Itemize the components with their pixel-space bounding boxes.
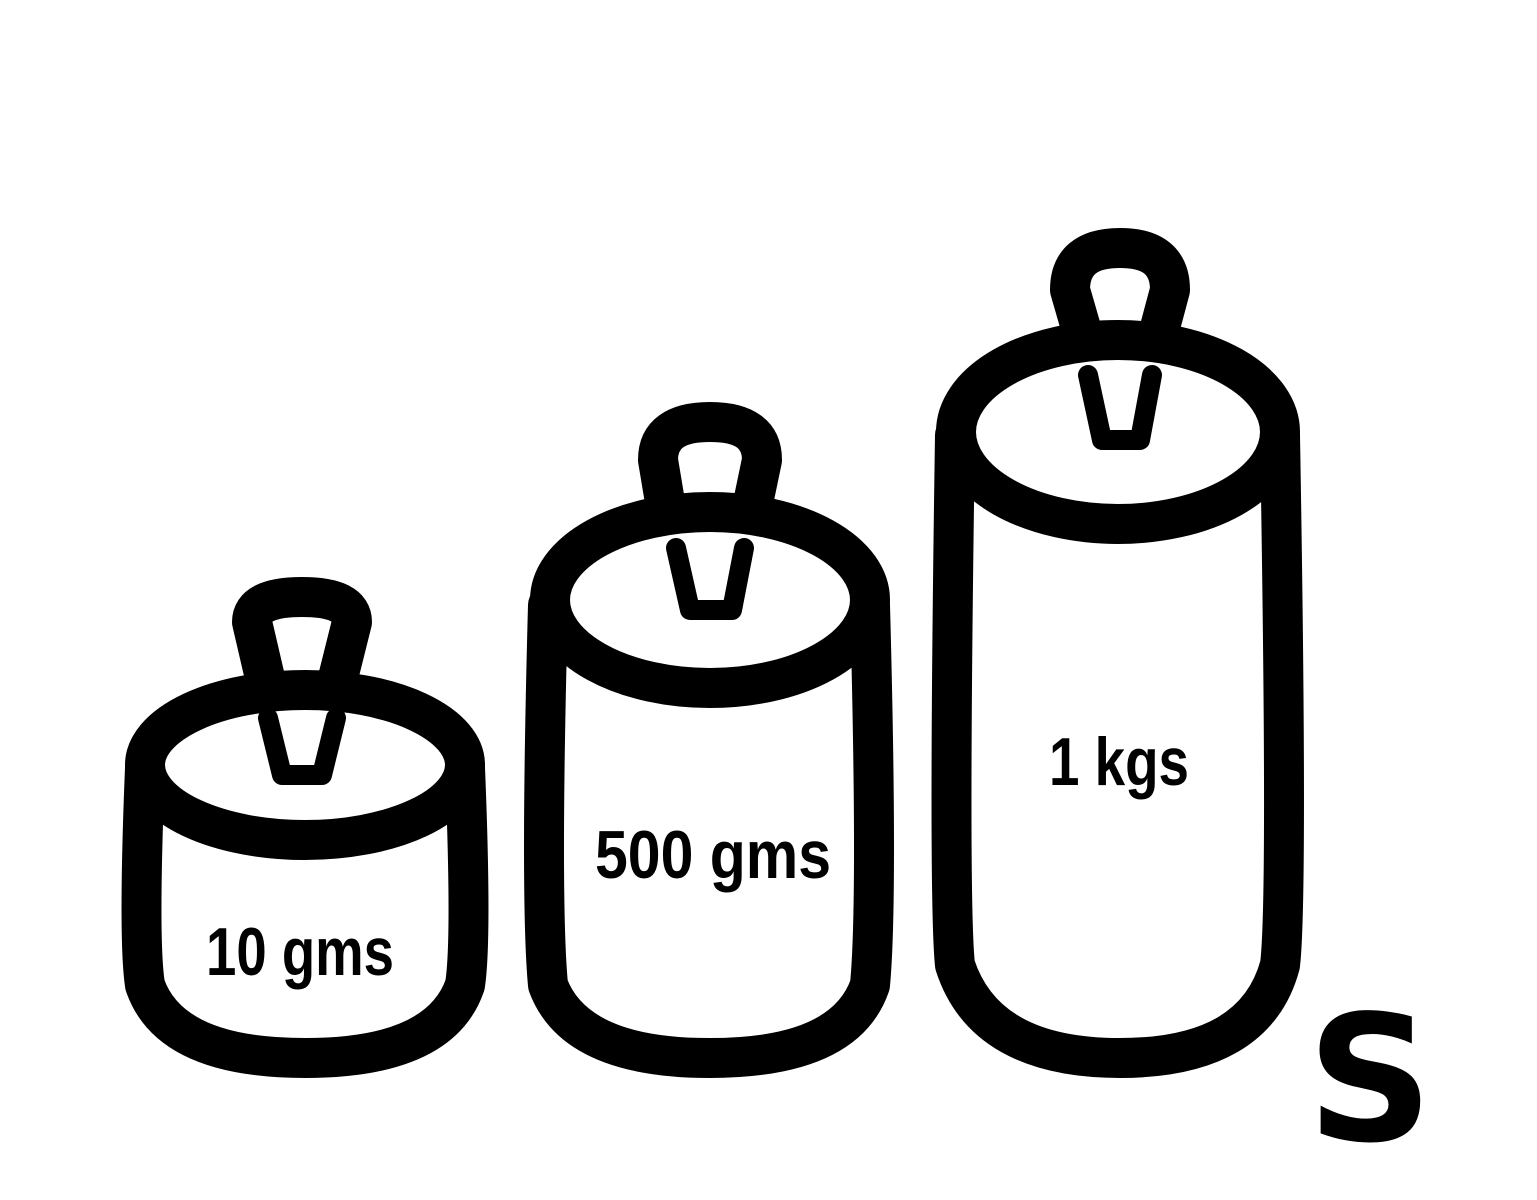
weight-10gms-top bbox=[125, 670, 485, 860]
weight-500gms-top bbox=[530, 492, 890, 708]
weight-1kgs-handle bbox=[1050, 228, 1190, 355]
weight-500gms-body bbox=[524, 585, 894, 1078]
corner-letter: S bbox=[1307, 979, 1433, 1182]
weight-10gms-body bbox=[121, 748, 489, 1078]
weight-1kgs-label: 1 kgs bbox=[1049, 724, 1189, 800]
weight-500gms bbox=[524, 402, 894, 1078]
weight-10gms-label: 10 gms bbox=[206, 914, 394, 990]
weight-10gms-neck bbox=[258, 708, 346, 785]
weight-1kgs-body bbox=[931, 415, 1304, 1078]
weight-500gms-label: 500 gms bbox=[595, 817, 831, 893]
weight-500gms-handle bbox=[638, 402, 782, 528]
weight-10gms bbox=[121, 577, 489, 1078]
weight-10gms-handle bbox=[232, 577, 372, 698]
weight-500gms-neck bbox=[666, 538, 754, 620]
weight-1kgs-neck bbox=[1078, 365, 1162, 450]
weight-1kgs-top bbox=[936, 320, 1300, 544]
weight-1kgs bbox=[931, 228, 1304, 1078]
